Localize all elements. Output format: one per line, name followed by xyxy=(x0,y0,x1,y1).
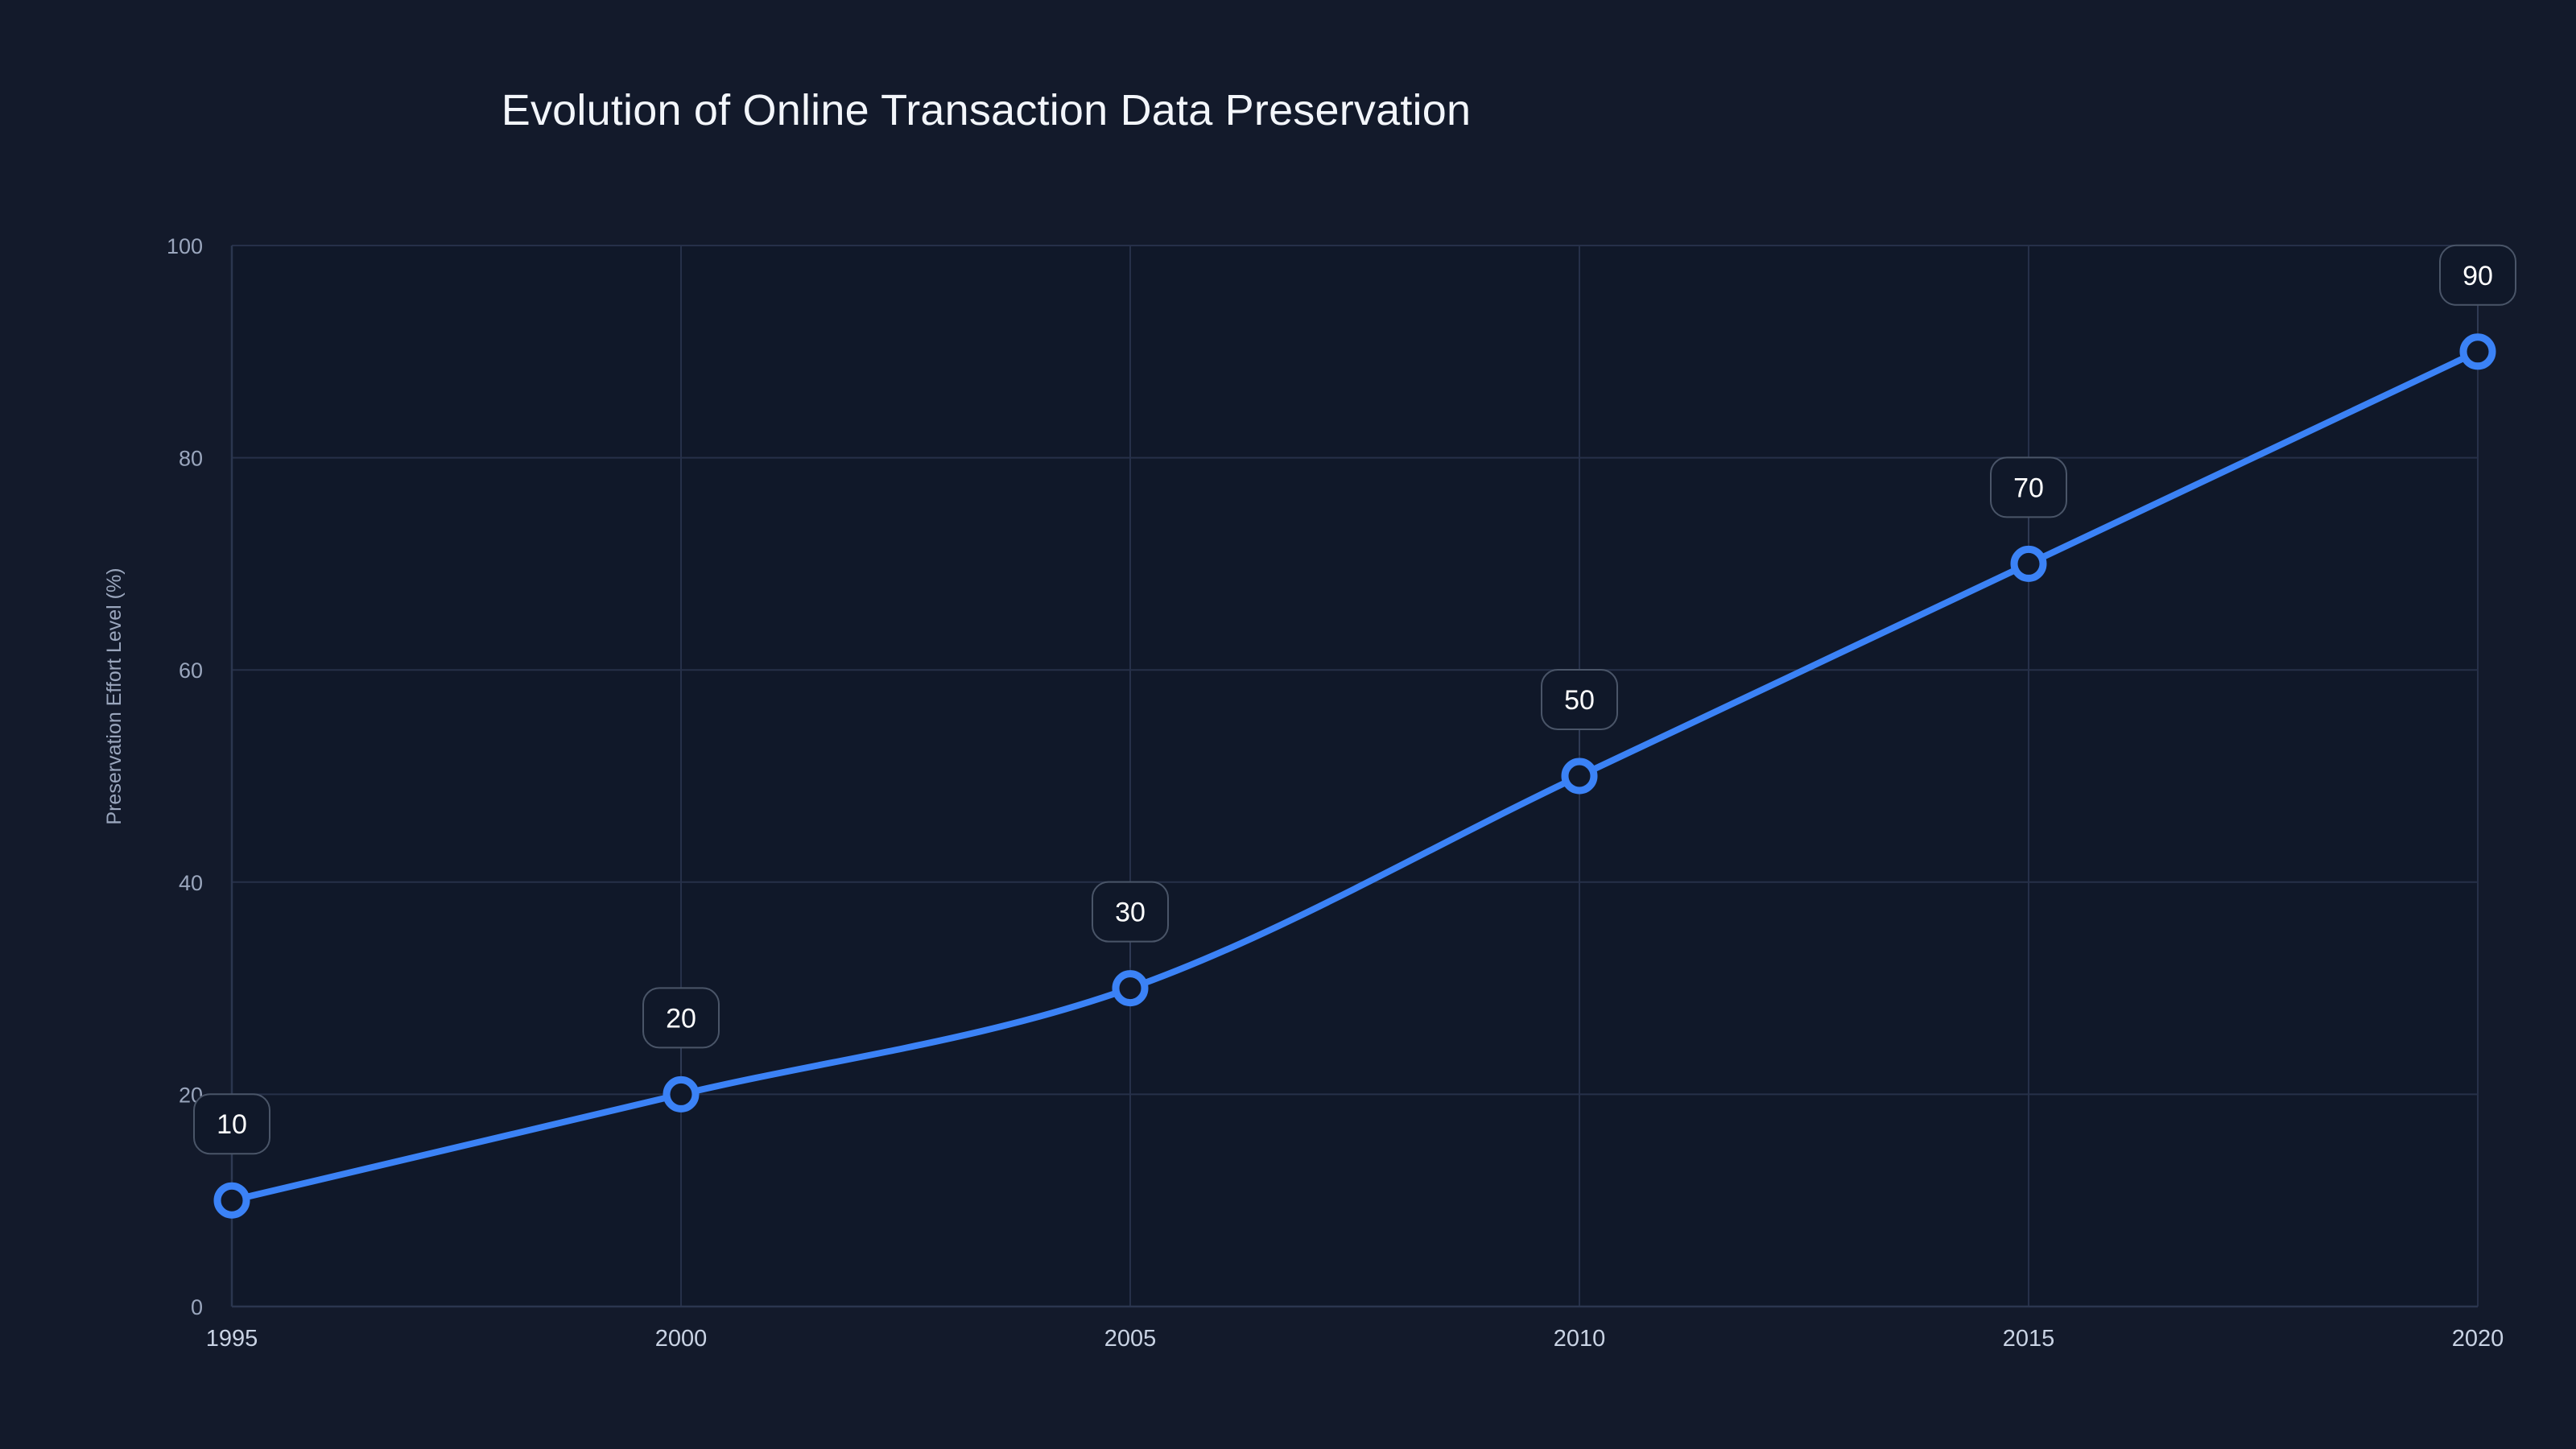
x-axis-tick-label: 1995 xyxy=(206,1326,258,1352)
plot-area-background xyxy=(232,246,2478,1307)
data-point-marker[interactable] xyxy=(1561,758,1598,795)
y-axis-tick-label: 40 xyxy=(179,871,203,895)
data-point-label: 10 xyxy=(193,1093,270,1155)
data-point-marker[interactable] xyxy=(2459,333,2496,370)
data-point-label: 70 xyxy=(1990,456,2067,518)
x-axis-tick-labels: 1995 2000 2005 2010 2015 2020 xyxy=(206,1326,2504,1352)
y-axis-tick-label: 80 xyxy=(179,447,203,471)
horizontal-gridlines xyxy=(232,245,2478,1096)
data-point-label-box xyxy=(1092,881,1169,943)
y-axis-tick-label: 0 xyxy=(191,1295,203,1319)
data-point-label-text: 50 xyxy=(1564,685,1595,716)
chart-title: Evolution of Online Transaction Data Pre… xyxy=(501,86,1472,134)
data-point-label-box xyxy=(1541,669,1618,730)
data-point-label-text: 30 xyxy=(1115,898,1146,928)
data-point-label-box xyxy=(642,987,720,1049)
data-point-marker[interactable] xyxy=(2010,545,2047,582)
data-point-label: 20 xyxy=(642,987,720,1049)
data-point-marker[interactable] xyxy=(663,1075,700,1113)
data-point-label: 50 xyxy=(1541,669,1618,730)
data-point-label-box xyxy=(193,1093,270,1155)
x-axis-tick-label: 2000 xyxy=(655,1326,708,1352)
data-point-label-text: 70 xyxy=(2013,473,2044,503)
x-axis-tick-label: 2020 xyxy=(2452,1326,2504,1352)
y-axis-tick-label: 60 xyxy=(179,658,203,683)
y-axis-tick-label: 100 xyxy=(167,234,203,258)
data-line-preservation-effort xyxy=(229,348,2481,1204)
x-axis-tick-label: 2010 xyxy=(1554,1326,1606,1352)
vertical-gridlines xyxy=(680,246,2479,1307)
data-point-label-text: 10 xyxy=(217,1109,247,1140)
label-connector-stems xyxy=(231,304,2479,1180)
data-point-label-text: 90 xyxy=(2462,261,2493,291)
data-point-label: 90 xyxy=(2439,244,2516,306)
y-axis-title: Preservation Effort Level (%) xyxy=(103,568,126,824)
x-axis-tick-label: 2015 xyxy=(2003,1326,2055,1352)
x-axis-tick-label: 2005 xyxy=(1104,1326,1157,1352)
data-point-markers[interactable] xyxy=(213,333,2496,1219)
data-point-marker[interactable] xyxy=(1112,970,1149,1007)
data-point-label: 30 xyxy=(1092,881,1169,943)
data-point-labels: 10 20 30 50 70 90 xyxy=(193,244,2516,1155)
data-point-label-box xyxy=(1990,456,2067,518)
data-point-label-text: 20 xyxy=(666,1003,696,1034)
data-point-label-box xyxy=(2439,244,2516,306)
data-point-marker[interactable] xyxy=(213,1182,250,1219)
